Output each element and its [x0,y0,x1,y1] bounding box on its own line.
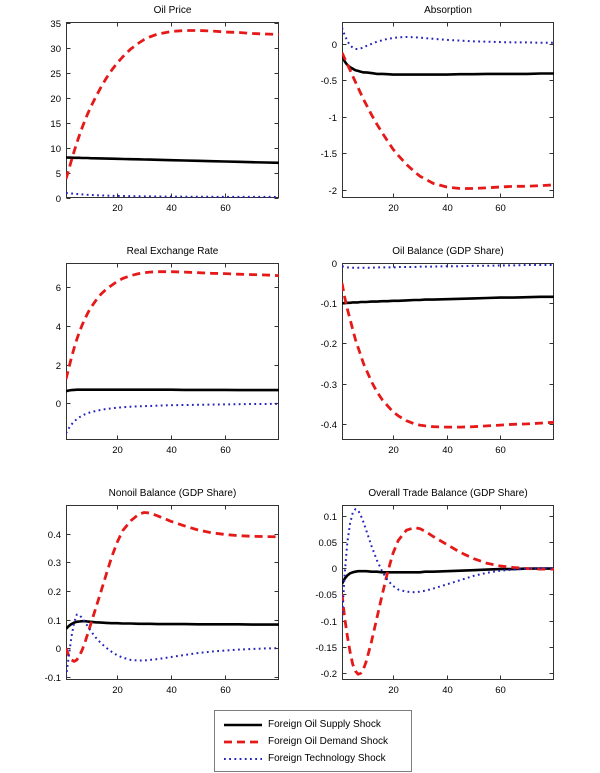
svg-text:40: 40 [442,685,453,696]
legend-label: Foreign Oil Supply Shock [268,719,381,730]
svg-text:40: 40 [166,203,177,214]
subplot-oil-balance: Oil Balance (GDP Share) 20 40 60 0 -0.1 -0.2 -… [300,245,568,464]
svg-text:60: 60 [495,203,506,214]
svg-text:60: 60 [220,445,231,456]
svg-text:-0.1: -0.1 [321,299,337,310]
svg-text:0.3: 0.3 [48,558,61,569]
legend-item: Foreign Technology Shock [223,750,405,767]
legend-label: Foreign Technology Shock [268,753,386,764]
svg-text:6: 6 [56,283,61,294]
svg-text:0.1: 0.1 [324,512,337,523]
svg-text:-2: -2 [329,186,337,197]
svg-text:-0.1: -0.1 [45,673,61,684]
svg-text:20: 20 [112,203,123,214]
svg-text:15: 15 [50,119,61,130]
plot-title: Overall Trade Balance (GDP Share) [368,488,528,499]
svg-text:-0.2: -0.2 [321,339,337,350]
svg-text:0: 0 [332,564,337,575]
svg-text:0.1: 0.1 [48,616,61,627]
svg-text:40: 40 [442,445,453,456]
solid-line-icon [224,723,262,726]
subplot-nonoil-balance: Nonoil Balance (GDP Share) 20 40 60 -0.1 0 0.… [24,487,293,704]
svg-text:0: 0 [56,399,61,410]
plot-title: Oil Balance (GDP Share) [392,246,504,257]
plot-canvas: 20 40 60 0 2 4 6 [56,263,279,456]
svg-text:25: 25 [50,69,61,80]
plot-canvas: 20 40 60 0 -0.5 -1 -1.5 -2 [321,22,554,214]
svg-text:10: 10 [50,144,61,155]
svg-text:0: 0 [332,259,337,270]
svg-text:-0.4: -0.4 [321,420,337,431]
svg-text:-1: -1 [329,113,337,124]
svg-text:2: 2 [56,361,61,372]
svg-text:20: 20 [388,445,399,456]
plot-canvas: 20 40 60 0 -0.1 -0.2 -0.3 -0.4 [321,259,554,456]
plot-canvas: 20 40 60 -0.1 0 0.1 0.2 0.3 0.4 [45,505,279,696]
plot-title: Absorption [424,5,472,16]
svg-text:0: 0 [56,644,61,655]
plot-title: Real Exchange Rate [126,246,219,257]
svg-text:4: 4 [56,322,61,333]
subplot-oil-price: Oil Price 20 40 60 0 5 10 15 20 25 30 35 [24,4,293,222]
svg-text:40: 40 [166,685,177,696]
svg-text:60: 60 [220,203,231,214]
svg-text:-0.05: -0.05 [315,590,337,601]
svg-text:-0.15: -0.15 [315,643,337,654]
plot-canvas: 20 40 60 0.1 0.05 0 -0.05 -0.1 -0.15 -0.2 [315,505,554,696]
dotted-line-icon [224,757,262,760]
svg-text:60: 60 [495,685,506,696]
svg-text:20: 20 [388,685,399,696]
svg-text:60: 60 [495,445,506,456]
plot-title: Nonoil Balance (GDP Share) [108,488,237,499]
svg-text:0.05: 0.05 [319,538,338,549]
svg-text:5: 5 [56,169,61,180]
svg-text:0: 0 [56,194,61,205]
svg-text:35: 35 [50,19,61,30]
plot-canvas: 20 40 60 0 5 10 15 20 25 30 35 [50,19,279,214]
svg-text:60: 60 [220,685,231,696]
dashed-line-icon [224,740,262,743]
svg-text:0.4: 0.4 [48,530,61,541]
svg-text:40: 40 [442,203,453,214]
svg-text:0.2: 0.2 [48,587,61,598]
svg-text:20: 20 [112,445,123,456]
legend-item: Foreign Oil Demand Shock [223,733,405,750]
subplot-absorption: Absorption 20 40 60 0 -0.5 -1 -1.5 -2 [300,4,568,222]
svg-text:20: 20 [50,94,61,105]
svg-text:40: 40 [166,445,177,456]
svg-text:0: 0 [332,40,337,51]
svg-text:20: 20 [112,685,123,696]
subplot-overall-trade-balance: Overall Trade Balance (GDP Share) 20 40 60… [300,487,568,704]
svg-text:-0.1: -0.1 [321,617,337,628]
svg-text:-0.5: -0.5 [321,76,337,87]
subplot-real-exchange-rate: Real Exchange Rate 20 40 60 0 2 4 6 [24,245,293,464]
plot-title: Oil Price [153,5,192,16]
legend-item: Foreign Oil Supply Shock [223,716,405,733]
legend-label: Foreign Oil Demand Shock [268,736,389,747]
legend: Foreign Oil Supply Shock Foreign Oil Dem… [214,710,412,772]
svg-text:30: 30 [50,44,61,55]
svg-text:-0.2: -0.2 [321,669,337,680]
svg-text:-0.3: -0.3 [321,380,337,391]
svg-text:20: 20 [388,203,399,214]
svg-text:-1.5: -1.5 [321,149,337,160]
